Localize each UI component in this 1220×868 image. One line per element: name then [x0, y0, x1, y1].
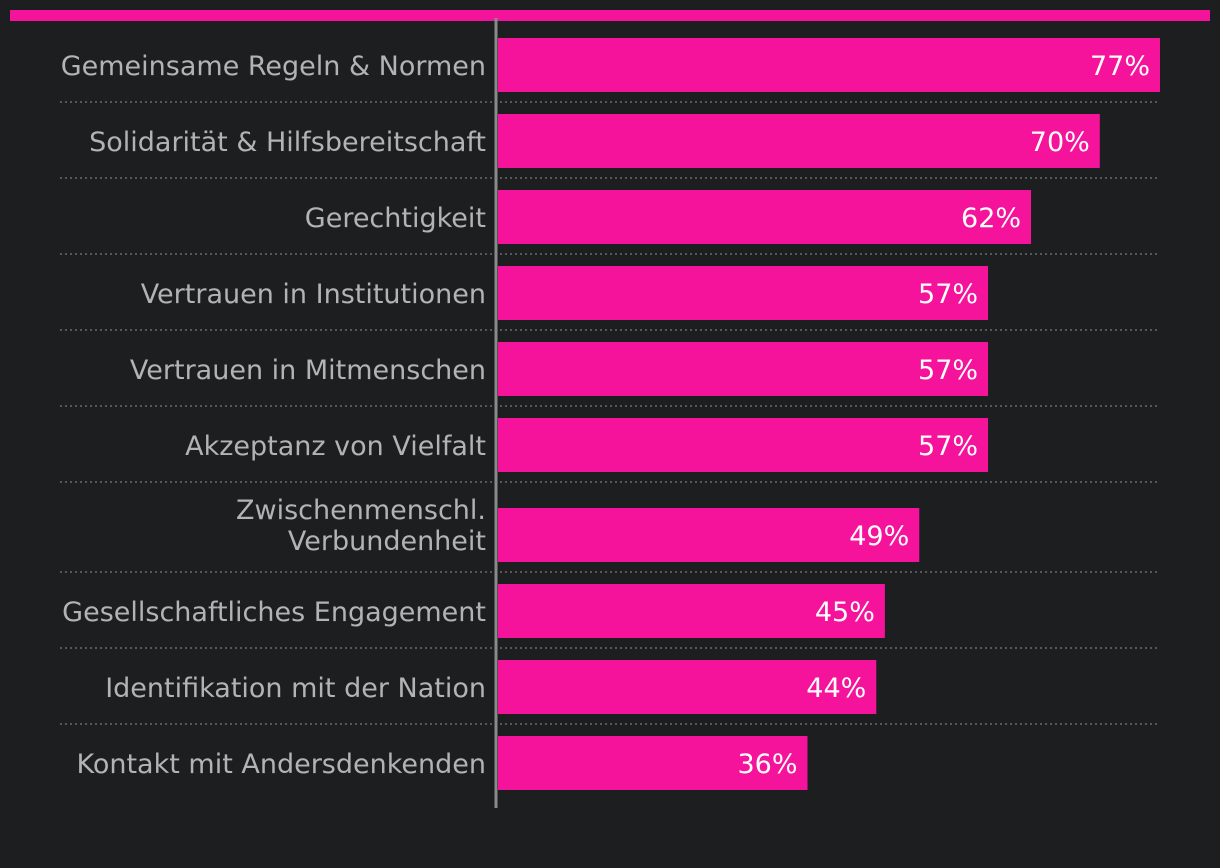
- bar-value-label: 44%: [806, 673, 866, 704]
- category-label: Akzeptanz von Vielfalt: [185, 431, 486, 462]
- bar: [498, 736, 808, 790]
- bar: [498, 342, 989, 396]
- bar: [498, 114, 1100, 168]
- bar-value-label: 77%: [1090, 51, 1150, 82]
- bar-value-label: 62%: [961, 203, 1021, 234]
- bar: [498, 584, 885, 638]
- category-label: Zwischenmenschl. Verbundenheit: [236, 495, 486, 557]
- category-label: Gemeinsame Regeln & Normen: [61, 51, 486, 82]
- bar-value-label: 45%: [815, 597, 875, 628]
- bar-value-label: 36%: [737, 749, 797, 780]
- category-label: Gesellschaftliches Engagement: [62, 597, 486, 628]
- bar: [498, 190, 1032, 244]
- category-label: Solidarität & Hilfsbereitschaft: [89, 127, 486, 158]
- bar: [498, 660, 877, 714]
- bar-value-label: 57%: [918, 431, 978, 462]
- category-label-line: Verbundenheit: [288, 526, 486, 557]
- value-labels-group: 77% 70% 62% 57% 57% 57% 49% 45% 44% 36%: [737, 51, 1150, 780]
- category-label: Vertrauen in Mitmenschen: [130, 355, 486, 386]
- bar: [498, 266, 989, 320]
- bar-value-label: 49%: [849, 521, 909, 552]
- bar-value-label: 57%: [918, 279, 978, 310]
- bar: [498, 418, 989, 472]
- bar: [498, 38, 1160, 92]
- category-label: Identifikation mit der Nation: [105, 673, 486, 704]
- top-accent-stripe: [10, 10, 1210, 21]
- category-label: Vertrauen in Institutionen: [141, 279, 486, 310]
- bars-group: [498, 38, 1160, 790]
- category-label-line: Zwischenmenschl.: [236, 495, 486, 526]
- bar-value-label: 57%: [918, 355, 978, 386]
- bar: [498, 508, 920, 562]
- category-label: Kontakt mit Andersdenkenden: [76, 749, 486, 780]
- category-label: Gerechtigkeit: [305, 203, 486, 234]
- row-separators: [60, 101, 1160, 725]
- category-labels-group: Gemeinsame Regeln & Normen Solidarität & …: [61, 51, 486, 780]
- bar-value-label: 70%: [1030, 127, 1090, 158]
